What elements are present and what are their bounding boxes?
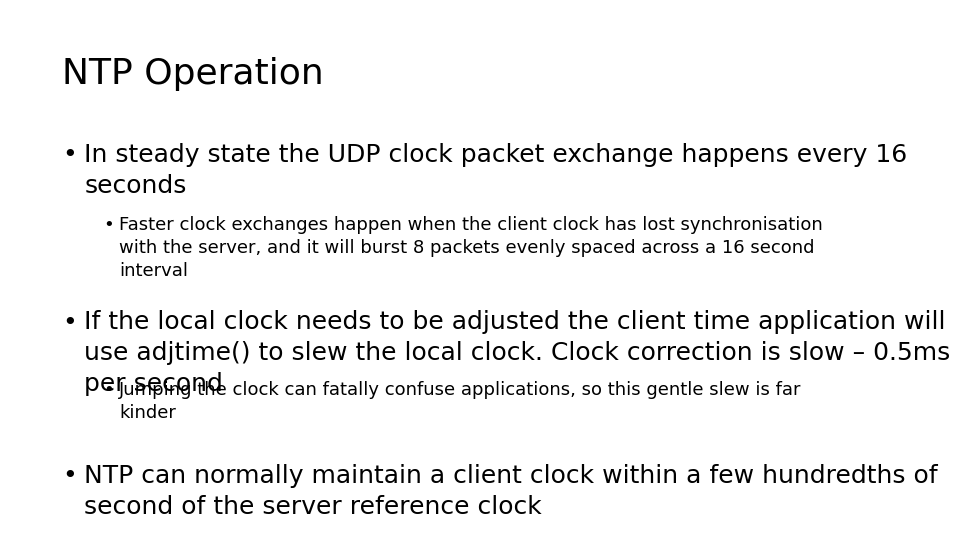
Text: NTP can normally maintain a client clock within a few hundredths of
second of th: NTP can normally maintain a client clock… xyxy=(84,464,938,519)
Text: •: • xyxy=(62,143,77,167)
Text: NTP Operation: NTP Operation xyxy=(62,57,324,91)
Text: If the local clock needs to be adjusted the client time application will
use adj: If the local clock needs to be adjusted … xyxy=(84,310,950,396)
Text: Jumping the clock can fatally confuse applications, so this gentle slew is far
k: Jumping the clock can fatally confuse ap… xyxy=(119,381,802,422)
Text: Faster clock exchanges happen when the client clock has lost synchronisation
wit: Faster clock exchanges happen when the c… xyxy=(119,216,823,280)
Text: In steady state the UDP clock packet exchange happens every 16
seconds: In steady state the UDP clock packet exc… xyxy=(84,143,908,198)
Text: •: • xyxy=(104,216,114,234)
Text: •: • xyxy=(62,464,77,488)
Text: •: • xyxy=(104,381,114,399)
Text: •: • xyxy=(62,310,77,334)
